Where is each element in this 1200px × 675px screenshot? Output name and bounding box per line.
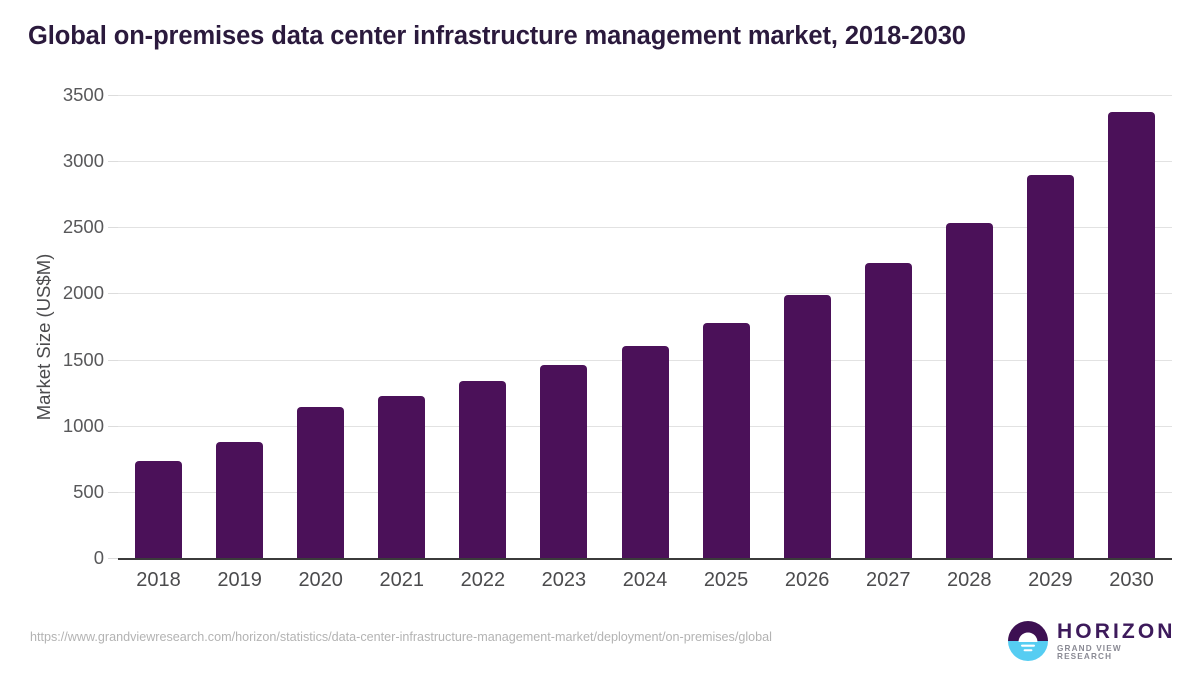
bar[interactable]: [621, 345, 669, 558]
x-tick-label: 2030: [1109, 569, 1154, 591]
x-tick-label: 2024: [622, 569, 668, 591]
x-tick-label: 2021: [379, 569, 425, 591]
gridline: [118, 293, 1172, 295]
y-tick-mark: [108, 491, 118, 493]
y-tick-label: 1000: [62, 414, 104, 436]
x-tick-label: 2028: [947, 569, 992, 591]
bar[interactable]: [297, 407, 345, 558]
y-tick-mark: [108, 227, 118, 229]
bar[interactable]: [135, 461, 183, 558]
x-tick-label: 2025: [703, 569, 749, 591]
y-tick-label: 0: [93, 547, 104, 568]
source-url[interactable]: https://www.grandviewresearch.com/horizo…: [30, 630, 772, 644]
y-tick-mark: [108, 425, 118, 427]
x-tick-label: 2019: [217, 569, 262, 591]
y-tick-mark: [108, 293, 118, 295]
bar[interactable]: [540, 364, 588, 558]
bar[interactable]: [459, 381, 507, 558]
gridline: [118, 161, 1172, 163]
x-tick-label: 2020: [298, 569, 343, 591]
x-tick-label: 2029: [1028, 569, 1073, 591]
x-tick-label: 2027: [865, 569, 911, 591]
x-tick-label: 2022: [460, 569, 506, 591]
bar[interactable]: [1026, 175, 1074, 558]
chart-title: Global on-premises data center infrastru…: [28, 22, 966, 50]
horizon-logo-text: HORIZON GRAND VIEW RESEARCH: [1057, 621, 1176, 661]
y-tick-mark: [108, 95, 118, 96]
bar[interactable]: [783, 295, 831, 558]
bar[interactable]: [702, 322, 750, 558]
y-tick-label: 2500: [62, 216, 104, 238]
plot-area: [118, 95, 1172, 558]
x-axis-baseline: [118, 558, 1172, 560]
horizon-logo: HORIZON GRAND VIEW RESEARCH: [1008, 618, 1172, 664]
y-tick-label: 2000: [62, 282, 104, 304]
y-tick-label: 3500: [62, 84, 104, 105]
y-tick-label: 500: [73, 480, 104, 502]
bar[interactable]: [378, 395, 426, 558]
y-tick-mark: [108, 558, 118, 559]
horizon-logo-mark-icon: [1008, 621, 1048, 661]
gridline: [118, 95, 1172, 96]
bar[interactable]: [864, 263, 912, 558]
x-tick-label: 2018: [136, 569, 181, 591]
horizon-logo-subtitle: GRAND VIEW RESEARCH: [1057, 643, 1122, 661]
y-tick-label: 1500: [62, 348, 104, 370]
gridline: [118, 227, 1172, 229]
bar[interactable]: [1107, 112, 1155, 558]
y-tick-label: 3000: [62, 150, 104, 172]
y-tick-mark: [108, 359, 118, 361]
x-tick-label: 2026: [784, 569, 830, 591]
x-tick-label: 2023: [541, 569, 587, 591]
bar[interactable]: [945, 223, 993, 558]
horizon-logo-word: HORIZON: [1057, 619, 1176, 643]
y-tick-mark: [108, 161, 118, 163]
bar[interactable]: [216, 441, 264, 558]
